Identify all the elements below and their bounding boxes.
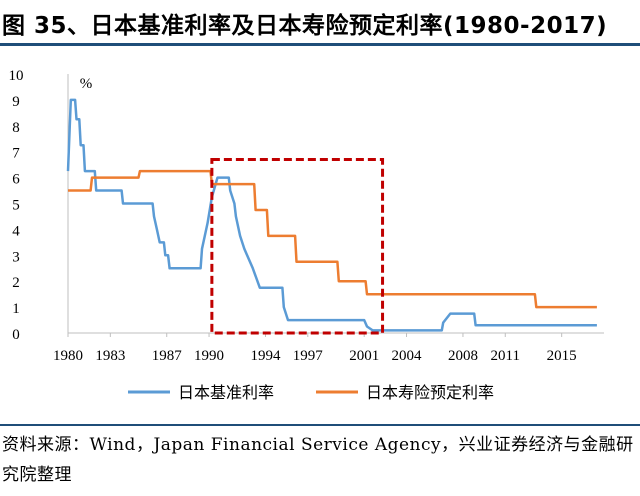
- title-bar: 图 35、日本基准利率及日本寿险预定利率(1980-2017): [0, 0, 640, 46]
- y-tick-label: 10: [9, 68, 24, 84]
- series-line-base-rate: [66, 98, 597, 332]
- source-bar: 资料来源：Wind，Japan Financial Service Agency…: [0, 424, 640, 496]
- x-tick-label: 2001: [349, 348, 379, 364]
- x-tick-label: 1980: [53, 348, 83, 364]
- x-tick-label: 1987: [152, 348, 183, 364]
- x-tick-label: 2004: [392, 348, 423, 364]
- y-tick-label: 6: [12, 172, 20, 188]
- x-tick-label: 2015: [547, 348, 577, 364]
- x-tick-label: 2011: [491, 348, 520, 364]
- y-tick-label: 1: [12, 301, 20, 317]
- series-line-insurance-rate: [68, 169, 597, 309]
- line-chart: 0 1 2 3 4 5 6 7 8 9 10 % 1980 1983 1987 1990 1994 1997 200…: [9, 68, 604, 402]
- legend-item-base-rate-label: 日本基准利率: [178, 384, 274, 402]
- x-tick-label: 1997: [293, 348, 324, 364]
- y-tick-label: 8: [12, 120, 20, 136]
- x-tick-label: 1983: [95, 348, 125, 364]
- y-tick-label: 5: [12, 198, 20, 214]
- y-tick-label: 9: [12, 94, 20, 110]
- y-tick-label: 2: [12, 275, 20, 291]
- x-tick-label: 1990: [194, 348, 224, 364]
- x-tick-label: 2008: [448, 348, 478, 364]
- y-tick-label: 0: [12, 327, 20, 343]
- y-tick-label: 3: [12, 249, 20, 265]
- y-axis-unit-label: %: [80, 76, 93, 92]
- source-note: 资料来源：Wind，Japan Financial Service Agency…: [2, 435, 634, 485]
- legend-item-insurance-rate-label: 日本寿险预定利率: [366, 384, 494, 402]
- chart-area: 0 1 2 3 4 5 6 7 8 9 10% 1980 1983 1987 1990 1994 1997 200…: [0, 46, 640, 424]
- highlight-dashed-box: [210, 157, 385, 335]
- x-tick-label: 1994: [250, 348, 281, 364]
- y-tick-label: 7: [12, 146, 20, 162]
- y-tick-label: 4: [12, 223, 20, 239]
- figure-title: 图 35、日本基准利率及日本寿险预定利率(1980-2017): [2, 13, 608, 39]
